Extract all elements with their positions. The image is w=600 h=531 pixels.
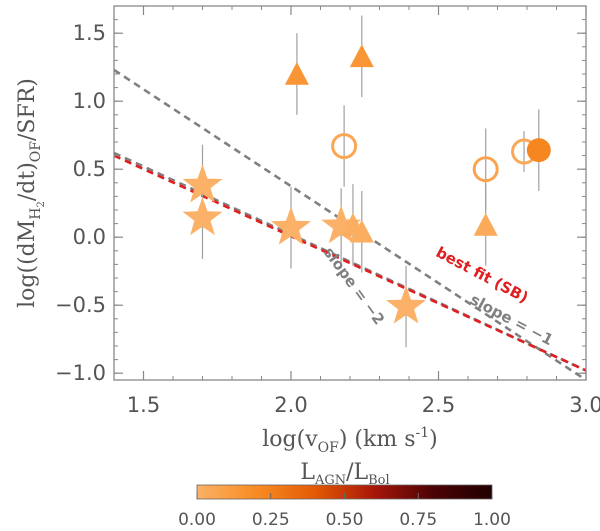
fit-line-1 — [114, 151, 586, 372]
data-point-triangle — [473, 212, 498, 236]
data-point-triangle — [349, 219, 374, 243]
y-tick-label: −1.0 — [55, 361, 106, 385]
data-point-star — [182, 164, 223, 203]
data-point-open-circle — [472, 156, 499, 183]
colorbar-tick-label: 0.00 — [178, 510, 216, 530]
colorbar-ticks: 0.00 0.25 0.50 0.75 1.00 — [178, 493, 511, 530]
data-points — [182, 44, 551, 324]
data-point-star — [386, 285, 426, 324]
x-tick-label: 1.5 — [127, 393, 160, 417]
colorbar-tick-label: 0.50 — [326, 510, 364, 530]
x-tick-label: 2.0 — [274, 393, 307, 417]
y-tick-label: 1.0 — [73, 89, 106, 113]
colorbar-tick-label: 0.25 — [252, 510, 290, 530]
data-point-star — [271, 206, 311, 245]
x-axis-label: log(vOF) (km s-1) — [262, 425, 437, 456]
data-point-triangle — [349, 44, 374, 68]
y-axis-label: log((dMH2/dt)OF/SFR) — [15, 78, 47, 308]
x-tick-label: 3.0 — [569, 393, 600, 417]
colorbar-tick-label: 1.00 — [473, 510, 511, 530]
colorbar-label: LAGN/LBol — [300, 460, 389, 488]
data-point-open-circle — [331, 133, 358, 160]
data-point-triangle — [284, 62, 309, 85]
data-point-filled-circle — [526, 138, 551, 163]
data-point-star — [182, 197, 223, 236]
x-tick-label: 2.5 — [422, 393, 455, 417]
fit-line-2 — [114, 154, 586, 372]
colorbar-tick-label: 0.75 — [399, 510, 437, 530]
data-point-star — [321, 205, 362, 244]
y-tick-label: 0.5 — [73, 157, 106, 181]
annotation-0: slope = −2 — [320, 244, 388, 328]
y-tick-label: 1.5 — [73, 21, 106, 45]
axis-ticks: 1.5 2.0 2.5 3.0 1.5 1.0 0.5 0.0 −0.5 −1.0 — [55, 6, 600, 417]
y-tick-label: 0.0 — [73, 225, 106, 249]
y-tick-label: −0.5 — [55, 293, 106, 317]
